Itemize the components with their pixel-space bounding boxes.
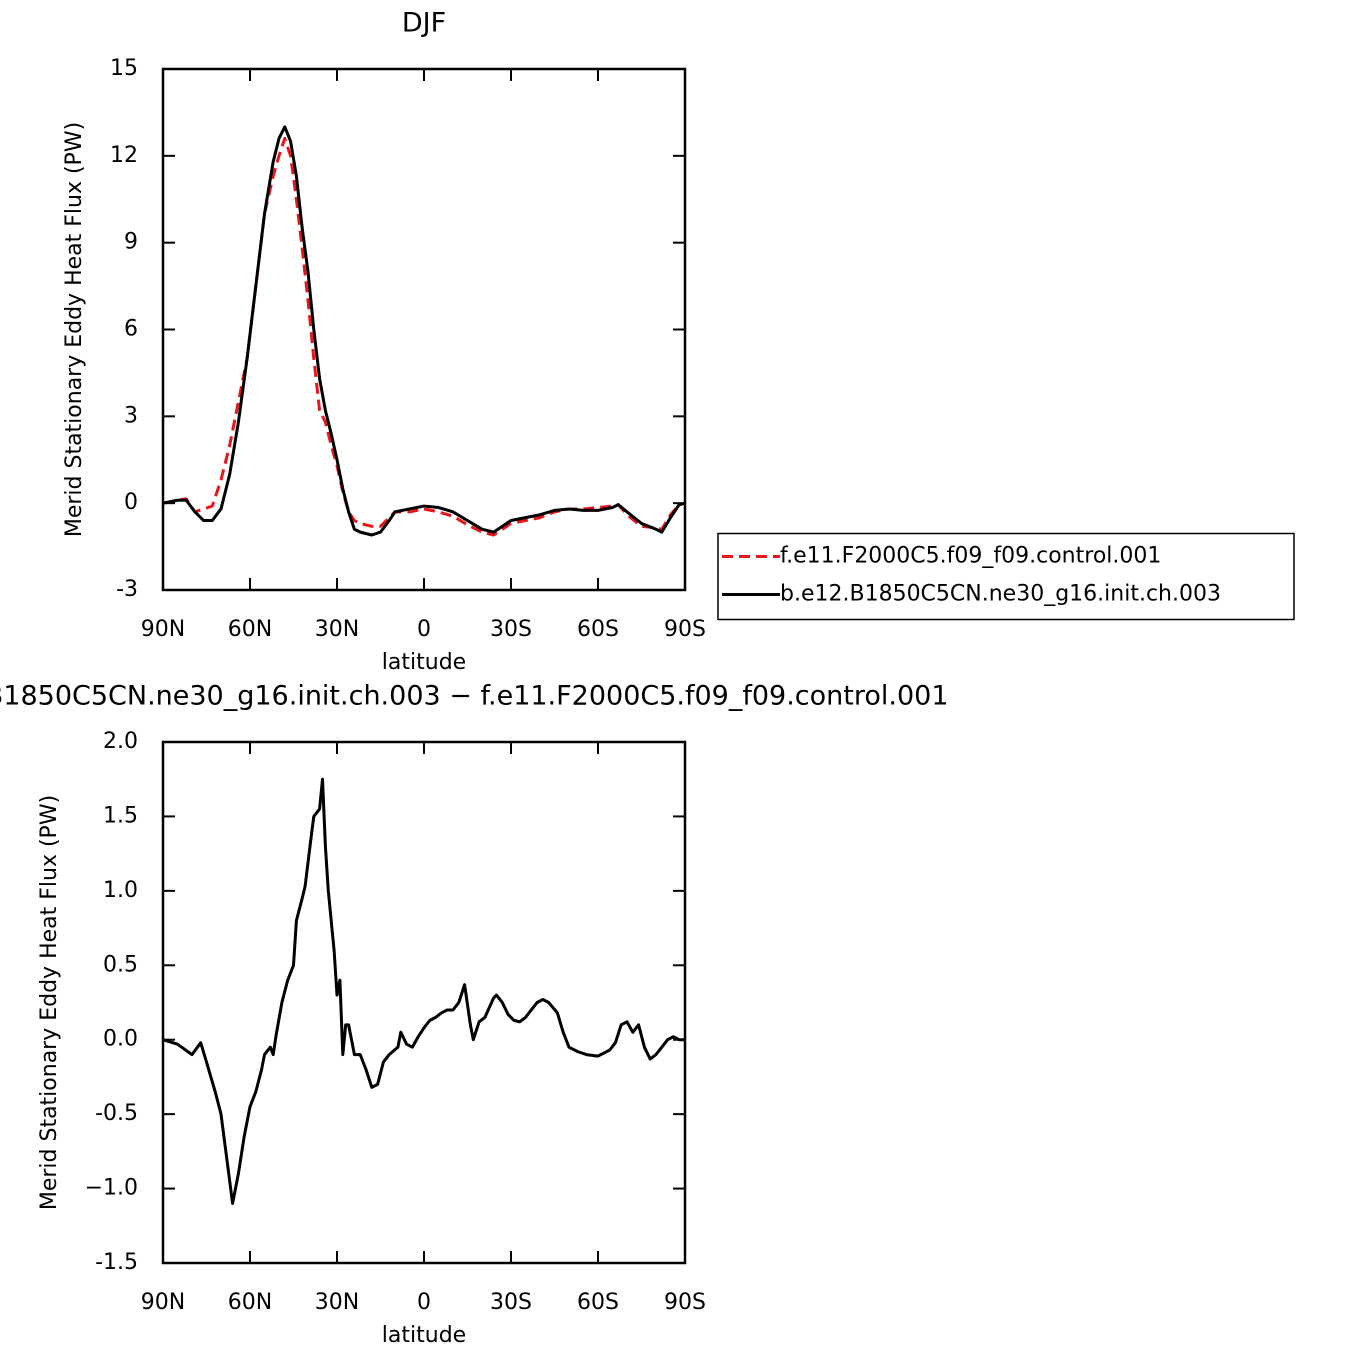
x-tick-label: 30N (315, 1290, 359, 1315)
y-axis-label: Merid Stationary Eddy Heat Flux (PW) (37, 795, 62, 1210)
y-tick-label: 0 (124, 490, 138, 515)
y-tick-label: 9 (124, 230, 138, 255)
data-line (162, 125, 686, 537)
x-tick-label: 30S (490, 1290, 532, 1315)
legend-label: f.e11.F2000C5.f09_f09.control.001 (780, 544, 1161, 569)
chart-title: DJF (402, 8, 446, 39)
y-tick-label: -1.5 (95, 1250, 138, 1275)
data-line (162, 136, 686, 537)
y-tick-label: 6 (124, 317, 138, 342)
y-tick-label: 1.5 (103, 803, 138, 828)
data-line (162, 777, 685, 1205)
x-tick-label: 90S (664, 617, 706, 642)
x-tick-label: 60N (228, 1290, 272, 1315)
x-tick-label: 60N (228, 617, 272, 642)
x-axis-label: latitude (382, 1323, 466, 1348)
y-tick-label: 3 (124, 403, 138, 428)
legend-box (717, 532, 1295, 621)
x-tick-label: 0 (417, 1290, 431, 1315)
x-axis-label: latitude (382, 650, 466, 675)
x-tick-label: 30N (315, 617, 359, 642)
y-tick-label: 1.0 (103, 878, 138, 903)
y-tick-label: 2.0 (103, 729, 138, 754)
x-tick-label: 90N (141, 1290, 185, 1315)
y-tick-label: 0.0 (103, 1027, 138, 1052)
x-tick-label: 30S (490, 617, 532, 642)
y-axis-label: Merid Stationary Eddy Heat Flux (PW) (62, 122, 87, 537)
plot-frame (161, 67, 687, 592)
y-tick-label: −1.0 (85, 1176, 138, 1201)
y-tick-label: -3 (116, 577, 138, 602)
legend: f.e11.F2000C5.f09_f09.control.001 b.e12.B… (717, 532, 1295, 621)
y-tick-label: -0.5 (95, 1101, 138, 1126)
chart-title: b.e12.B1850C5CN.ne30_g16.init.ch.003 − f… (0, 681, 949, 712)
x-tick-label: 0 (417, 617, 431, 642)
x-tick-label: 90S (664, 1290, 706, 1315)
plot-frame (161, 740, 687, 1265)
x-tick-label: 60S (577, 617, 619, 642)
x-tick-label: 90N (141, 617, 185, 642)
y-tick-label: 0.5 (103, 952, 138, 977)
legend-label: b.e12.B1850C5CN.ne30_g16.init.ch.003 (780, 582, 1221, 607)
x-tick-label: 60S (577, 1290, 619, 1315)
y-tick-label: 15 (110, 56, 138, 81)
y-tick-label: 12 (110, 143, 138, 168)
